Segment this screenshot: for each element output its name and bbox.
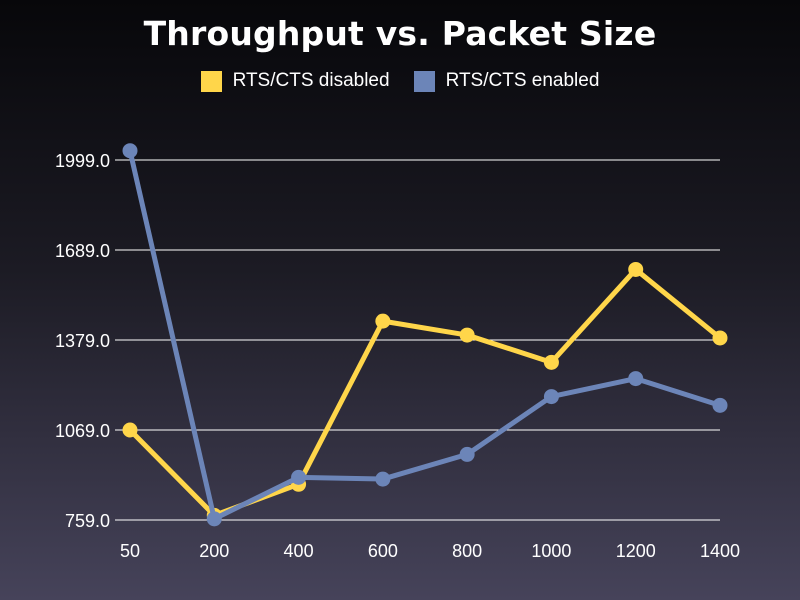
x-tick-label: 200 bbox=[199, 541, 229, 561]
x-tick-label: 800 bbox=[452, 541, 482, 561]
x-tick-label: 1400 bbox=[700, 541, 740, 561]
data-point-enabled bbox=[206, 511, 222, 527]
series-line-enabled bbox=[127, 148, 723, 522]
legend-swatch-disabled bbox=[200, 70, 222, 92]
y-tick-label: 1379.0 bbox=[55, 331, 110, 351]
legend-item-disabled: RTS/CTS disabled bbox=[200, 70, 390, 92]
legend-item-enabled: RTS/CTS enabled bbox=[413, 70, 600, 92]
data-point-enabled bbox=[375, 471, 391, 487]
legend-swatch-enabled bbox=[413, 70, 435, 92]
y-tick-label: 1069.0 bbox=[55, 421, 110, 441]
data-point-disabled bbox=[543, 354, 559, 370]
x-tick-label: 50 bbox=[120, 541, 140, 561]
series-line-disabled bbox=[127, 266, 723, 518]
data-point-enabled bbox=[122, 143, 138, 159]
y-tick-label: 759.0 bbox=[65, 511, 110, 531]
x-tick-label: 1200 bbox=[616, 541, 656, 561]
x-tick-label: 600 bbox=[368, 541, 398, 561]
legend-label-enabled: RTS/CTS enabled bbox=[445, 70, 600, 91]
data-point-enabled bbox=[628, 371, 644, 387]
data-point-enabled bbox=[291, 469, 307, 485]
x-tick-label: 400 bbox=[284, 541, 314, 561]
data-point-disabled bbox=[628, 261, 644, 277]
data-point-disabled bbox=[712, 330, 728, 346]
data-point-enabled bbox=[543, 389, 559, 405]
data-point-disabled bbox=[375, 313, 391, 329]
data-point-enabled bbox=[459, 446, 475, 462]
x-tick-label: 1000 bbox=[531, 541, 571, 561]
legend: RTS/CTS disabled RTS/CTS enabled bbox=[0, 70, 800, 92]
y-tick-label: 1689.0 bbox=[55, 241, 110, 261]
data-point-enabled bbox=[712, 397, 728, 413]
data-point-disabled bbox=[122, 422, 138, 438]
y-tick-label: 1999.0 bbox=[55, 151, 110, 171]
data-point-disabled bbox=[459, 327, 475, 343]
legend-label-disabled: RTS/CTS disabled bbox=[232, 70, 390, 91]
chart-title: Throughput vs. Packet Size bbox=[143, 14, 657, 53]
